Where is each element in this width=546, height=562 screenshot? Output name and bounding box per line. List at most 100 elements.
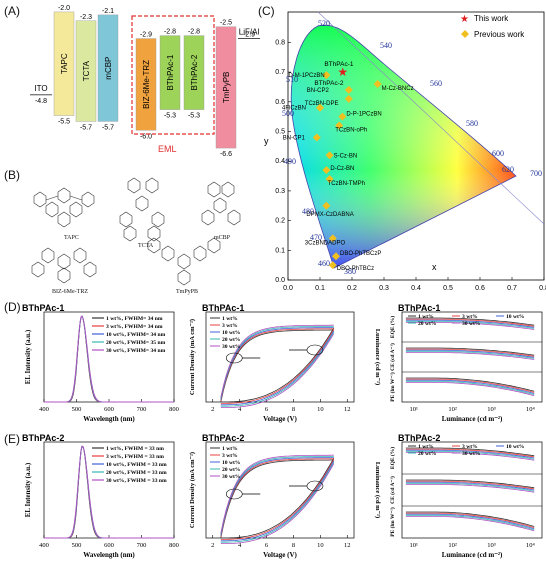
current-density-series	[220, 328, 334, 401]
efficiency-series	[405, 513, 535, 530]
x-tick-label: 10	[317, 406, 324, 413]
homo-lumo-value: -5.5	[58, 119, 70, 126]
this-work-star: ★	[337, 65, 348, 79]
previous-work-label: S-Cz-BN	[334, 153, 358, 159]
spectrum-series-line	[44, 445, 174, 539]
y-tick-label: 0.4	[275, 158, 285, 165]
x-tick-label: 0.1	[315, 285, 325, 292]
previous-work-label: BN-CP2	[307, 88, 330, 94]
panel-b-label: (B)	[4, 168, 20, 182]
legend-entry: 3 wt%	[222, 323, 238, 329]
legend-entry: 3 wt%	[462, 444, 478, 450]
homo-lumo-value: -5.3	[188, 113, 200, 120]
x-tick-label: 400	[39, 542, 49, 549]
y-tick-label: 0.2	[275, 218, 285, 225]
previous-work-point	[322, 71, 331, 80]
panel-c-label: (C)	[258, 4, 275, 18]
x-tick-label: 10⁴	[526, 406, 536, 413]
efficiency-series	[405, 349, 535, 358]
x-tick-label: 10	[317, 542, 324, 549]
luminance-series	[220, 457, 335, 539]
plot-frame	[205, 311, 355, 403]
y-tick-label: 0.1	[275, 247, 285, 254]
layer-name: TCTA	[82, 60, 91, 81]
x-tick-label: 500	[72, 406, 82, 413]
efficiency-chart-2: BThPAc-2 10¹ 10² 10³ 10⁴ Luminance (cd m⁻²) EQ…	[389, 433, 543, 559]
previous-work-point	[344, 94, 353, 103]
efficiency-series	[405, 352, 535, 360]
x-tick-label: 500	[72, 542, 82, 549]
y-tick-label: 0.0	[275, 277, 285, 284]
previous-work-point	[335, 121, 344, 130]
current-density-series	[220, 327, 334, 400]
current-density-series	[220, 324, 334, 398]
spectrum-series-line	[44, 315, 174, 403]
previous-work-point	[344, 85, 353, 94]
chart-title: BThPAc-2	[398, 433, 440, 443]
previous-work-point	[325, 175, 334, 184]
tcta-structure	[119, 177, 165, 242]
legend-previous-work: Previous work	[474, 30, 525, 39]
x-tick-label: 12	[344, 542, 351, 549]
spectral-locus	[290, 24, 517, 269]
legend-entry: 1 wt%, FWHM= 34 nm	[106, 316, 163, 322]
luminance-series	[220, 330, 335, 406]
x-tick-label: 0.4	[411, 285, 421, 292]
plot-frame	[401, 441, 543, 539]
previous-work-label: BN-CP1	[283, 135, 306, 141]
spectrum-series-line	[44, 445, 174, 539]
legend-this-work: This work	[474, 14, 509, 23]
previous-work-label: D-M-1PCzBN	[288, 73, 324, 79]
chart-title: BThPAc-2	[202, 433, 244, 443]
homo-lumo-value: -5.3	[164, 113, 176, 120]
wavelength-label: 600	[492, 149, 504, 158]
legend-entry: 1 wt%	[418, 444, 434, 450]
efficiency-series	[405, 348, 535, 357]
previous-work-point	[373, 79, 382, 88]
wavelength-label: 620	[502, 165, 514, 174]
x-tick-label: 10³	[487, 542, 496, 549]
wavelength-label: 500	[282, 109, 294, 118]
legend-entry: 3 wt%, FWHM= 34 nm	[106, 324, 163, 330]
wavelength-label: 580	[466, 119, 478, 128]
legend-star-icon: ★	[460, 14, 469, 25]
previous-work-point	[312, 133, 321, 142]
current-density-series	[220, 454, 334, 534]
previous-work-label: TCzBN-DPE	[305, 101, 339, 107]
layer-name: TAPC	[60, 53, 69, 74]
previous-work-label: D-Cz-BN	[330, 166, 354, 172]
chart-title: BThPAc-1	[22, 303, 64, 313]
x-tick-label: 800	[169, 542, 179, 549]
legend-entry: 30 wt%, FWHM= 34 nm	[106, 348, 166, 354]
layer-name: TmPyPB	[222, 72, 231, 104]
cie-legend: ★ This work Previous work	[460, 14, 525, 39]
current-density-series	[220, 329, 334, 403]
x-tick-label: 2	[211, 406, 214, 413]
x-tick-label: 6	[265, 542, 269, 549]
x-tick-label: 600	[104, 542, 114, 549]
x-tick-label: 4	[238, 542, 242, 549]
previous-work-point	[328, 261, 337, 270]
wavelength-label: 560	[430, 79, 442, 88]
spectrum-series-line	[44, 445, 174, 539]
y-tick-label: 0.7	[275, 69, 285, 76]
mcbp-structure	[201, 181, 241, 226]
previous-work-point	[328, 234, 337, 243]
homo-lumo-value: -2.1	[102, 8, 114, 15]
legend-entry: 20 wt%	[418, 321, 437, 327]
efficiency-series	[405, 479, 535, 489]
x-tick-label: 8	[292, 406, 295, 413]
y-axis-label: PE (lm W⁻¹)	[389, 507, 396, 537]
previous-work-point	[322, 166, 331, 175]
molecule-label-biz-6me-trz: BIZ-6Me-TRZ	[52, 289, 88, 295]
homo-lumo-value: -2.8	[188, 29, 200, 36]
layer-mcbp	[97, 14, 119, 122]
homo-lumo-value: -2.5	[220, 20, 232, 27]
y-axis-label: EQE (%)	[389, 447, 396, 469]
x-tick-label: 8	[292, 542, 295, 549]
previous-work-label: M-Cz-BNCz	[382, 86, 414, 92]
spectrum-series-line	[44, 445, 174, 539]
layer-tmpypb	[215, 26, 237, 149]
wavelength-label: 480	[302, 207, 314, 216]
wavelength-label: 470	[310, 233, 322, 242]
